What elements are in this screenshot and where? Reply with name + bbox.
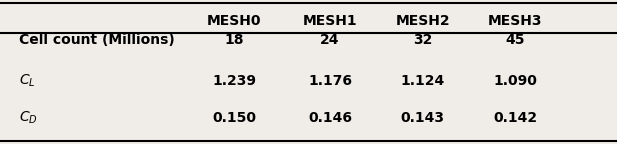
Text: Cell count (Millions): Cell count (Millions)	[19, 33, 174, 47]
Text: 0.142: 0.142	[493, 111, 537, 125]
Text: 24: 24	[320, 33, 340, 47]
Text: 1.090: 1.090	[493, 74, 537, 88]
Text: MESH3: MESH3	[488, 14, 542, 28]
Text: MESH2: MESH2	[395, 14, 450, 28]
Text: MESH0: MESH0	[207, 14, 262, 28]
Text: 18: 18	[225, 33, 244, 47]
Text: 1.176: 1.176	[308, 74, 352, 88]
Text: 0.143: 0.143	[400, 111, 445, 125]
Text: 0.150: 0.150	[212, 111, 257, 125]
Text: $C_D$: $C_D$	[19, 110, 37, 126]
Text: 0.146: 0.146	[308, 111, 352, 125]
Text: 45: 45	[505, 33, 525, 47]
Text: 1.239: 1.239	[212, 74, 257, 88]
Text: MESH1: MESH1	[303, 14, 357, 28]
Text: $C_L$: $C_L$	[19, 72, 35, 89]
Text: 32: 32	[413, 33, 433, 47]
Text: 1.124: 1.124	[400, 74, 445, 88]
